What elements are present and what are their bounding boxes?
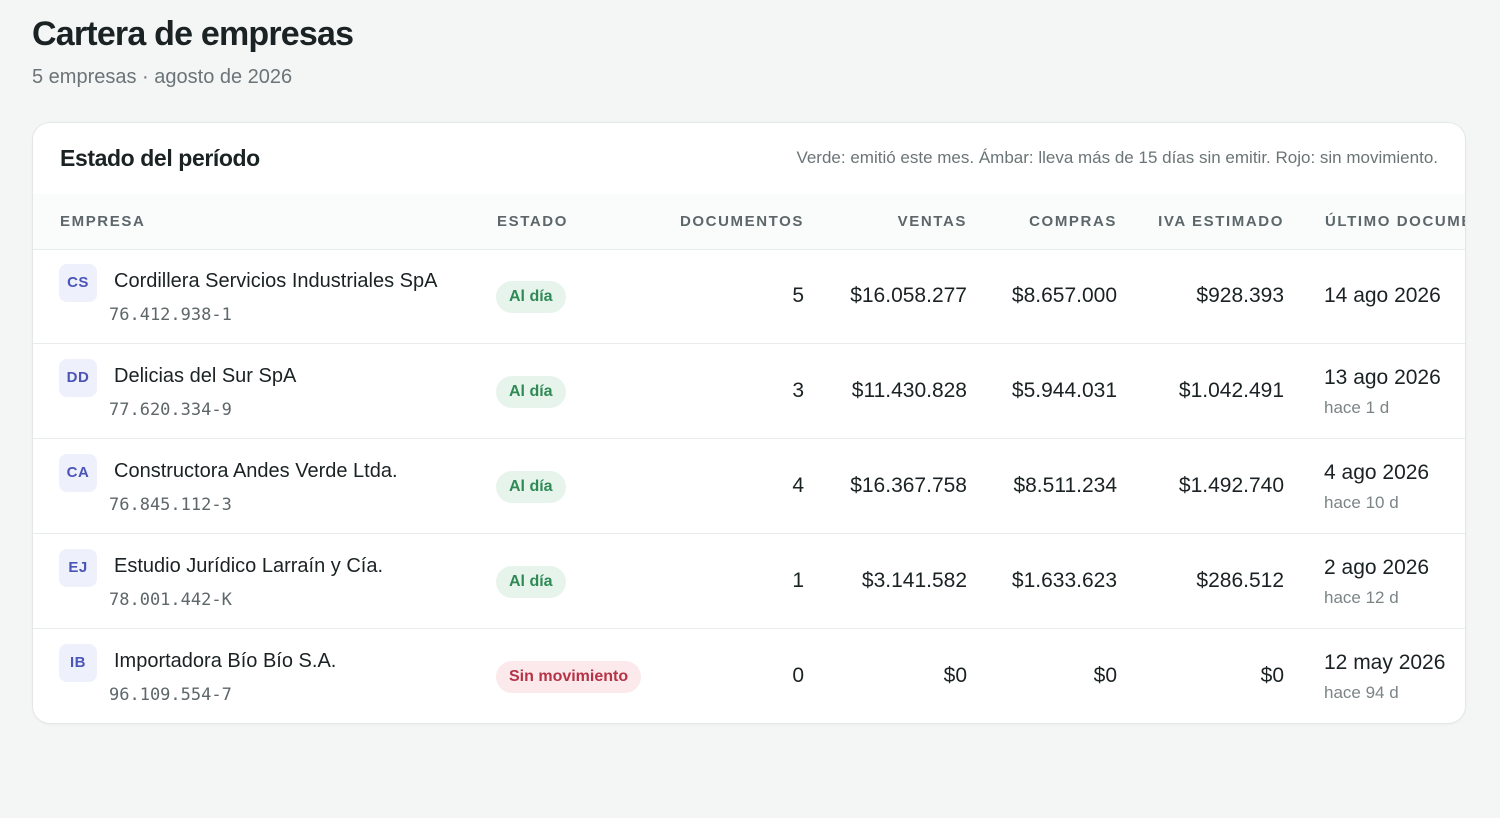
- compras-value: $8.511.234: [1013, 474, 1117, 497]
- table-row[interactable]: EJ Estudio Jurídico Larraín y Cía. 78.00…: [33, 534, 1465, 629]
- column-header-documentos[interactable]: DOCUMENTOS: [679, 213, 804, 230]
- last-document-ago: hace 94 d: [1324, 683, 1399, 702]
- last-document-date: 4 ago 2026: [1324, 461, 1430, 484]
- company-name[interactable]: Importadora Bío Bío S.A.: [114, 650, 337, 672]
- company-avatar: IB: [59, 644, 97, 682]
- last-document-date: 13 ago 2026: [1324, 366, 1441, 389]
- company-rut: 76.845.112-3: [109, 495, 232, 515]
- column-header-ventas[interactable]: VENTAS: [897, 213, 967, 230]
- documentos-value: 0: [792, 664, 804, 687]
- compras-value: $0: [1093, 664, 1117, 687]
- company-rows: CS Cordillera Servicios Industriales SpA…: [33, 249, 1465, 723]
- company-rut: 76.412.938-1: [109, 305, 232, 325]
- table-row[interactable]: CA Constructora Andes Verde Ltda. 76.845…: [33, 439, 1465, 534]
- company-avatar: CA: [59, 454, 97, 492]
- column-header-estado[interactable]: ESTADO: [497, 213, 568, 230]
- ventas-value: $16.367.758: [850, 474, 967, 497]
- table-row[interactable]: IB Importadora Bío Bío S.A. 96.109.554-7…: [33, 629, 1465, 723]
- card-title: Estado del período: [60, 145, 260, 171]
- last-document-ago: hace 12 d: [1324, 588, 1399, 607]
- period-status-card: Estado del período Verde: emitió este me…: [32, 122, 1466, 724]
- table-header: EMPRESA ESTADO DOCUMENTOS VENTAS COMPRAS…: [33, 194, 1465, 250]
- ventas-value: $16.058.277: [850, 284, 967, 307]
- documentos-value: 1: [792, 569, 804, 592]
- company-avatar: CS: [59, 264, 97, 302]
- card-header: Estado del período Verde: emitió este me…: [33, 123, 1465, 195]
- column-header-iva-estimado[interactable]: IVA ESTIMADO: [1158, 213, 1284, 230]
- compras-value: $8.657.000: [1011, 284, 1117, 307]
- last-document-ago: hace 10 d: [1324, 493, 1399, 512]
- iva-value: $286.512: [1196, 569, 1284, 592]
- page-title: Cartera de empresas: [32, 15, 354, 53]
- last-document-date: 2 ago 2026: [1324, 556, 1430, 579]
- table-row[interactable]: CS Cordillera Servicios Industriales SpA…: [33, 249, 1465, 344]
- status-badge: Al día: [496, 376, 566, 408]
- ventas-value: $11.430.828: [851, 379, 967, 402]
- last-document-date: 14 ago 2026: [1324, 284, 1441, 307]
- company-name[interactable]: Constructora Andes Verde Ltda.: [114, 460, 398, 482]
- iva-value: $1.042.491: [1178, 379, 1284, 402]
- column-header-ultimo-documento[interactable]: ÚLTIMO DOCUMENTO: [1325, 213, 1465, 230]
- ventas-value: $0: [943, 664, 967, 687]
- last-document-ago: hace 1 d: [1324, 398, 1390, 417]
- documentos-value: 5: [792, 284, 804, 307]
- status-badge: Al día: [496, 281, 566, 313]
- ventas-value: $3.141.582: [861, 569, 967, 592]
- last-document-date: 12 may 2026: [1324, 651, 1446, 674]
- company-rut: 77.620.334-9: [109, 400, 232, 420]
- status-badge: Sin movimiento: [496, 661, 642, 693]
- company-avatar: EJ: [59, 549, 97, 587]
- status-legend: Verde: emitió este mes. Ámbar: lleva más…: [796, 148, 1438, 167]
- table-row[interactable]: DD Delicias del Sur SpA 77.620.334-9 Al …: [33, 344, 1465, 439]
- documentos-value: 4: [792, 474, 804, 497]
- status-badge: Al día: [496, 566, 566, 598]
- iva-value: $1.492.740: [1178, 474, 1284, 497]
- documentos-value: 3: [792, 379, 804, 402]
- status-badge: Al día: [496, 471, 566, 503]
- column-header-compras[interactable]: COMPRAS: [1029, 213, 1117, 230]
- company-rut: 78.001.442-K: [109, 590, 232, 610]
- company-name[interactable]: Cordillera Servicios Industriales SpA: [114, 270, 438, 292]
- company-avatar: DD: [59, 359, 97, 397]
- company-name[interactable]: Delicias del Sur SpA: [114, 365, 297, 387]
- compras-value: $1.633.623: [1011, 569, 1117, 592]
- page-subtitle: 5 empresas · agosto de 2026: [32, 66, 293, 88]
- column-header-empresa[interactable]: EMPRESA: [60, 213, 146, 230]
- company-rut: 96.109.554-7: [109, 685, 232, 705]
- iva-value: $928.393: [1196, 284, 1284, 307]
- compras-value: $5.944.031: [1011, 379, 1117, 402]
- iva-value: $0: [1260, 664, 1284, 687]
- company-name[interactable]: Estudio Jurídico Larraín y Cía.: [114, 555, 384, 577]
